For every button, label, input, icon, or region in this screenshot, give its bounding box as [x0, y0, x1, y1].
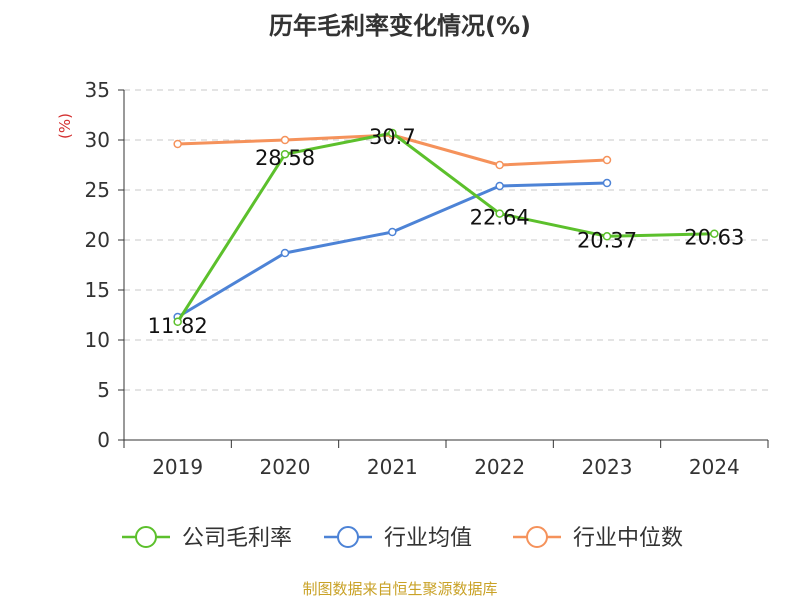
- series-line: [176, 181, 608, 319]
- data-point: [388, 128, 397, 138]
- data-label: 22.64: [470, 206, 530, 230]
- y-tick-label: 35: [85, 78, 110, 102]
- legend-label: 公司毛利率: [182, 526, 292, 551]
- legend-marker: [135, 526, 157, 548]
- data-point: [602, 155, 612, 165]
- data-point: [280, 135, 290, 145]
- x-tick-label: 2021: [367, 455, 418, 479]
- series-line: [176, 131, 715, 323]
- chart-title: 历年毛利率变化情况(%): [269, 12, 531, 40]
- x-tick-label: 2019: [152, 455, 203, 479]
- data-point: [495, 181, 504, 191]
- legend-marker: [526, 526, 548, 548]
- data-point: [710, 229, 719, 238]
- y-tick-label: 0: [97, 428, 110, 452]
- data-point: [602, 178, 612, 188]
- data-point: [388, 227, 397, 237]
- y-tick-label: 5: [97, 378, 110, 402]
- y-tick-label: 20: [85, 228, 110, 252]
- data-point: [495, 209, 504, 218]
- y-tick-label: 15: [85, 278, 110, 302]
- data-point: [602, 232, 612, 241]
- data-point: [280, 149, 290, 159]
- data-point: [280, 248, 290, 258]
- data-label: 30.7: [369, 125, 416, 149]
- data-point: [173, 317, 182, 327]
- x-tick-label: 2022: [474, 455, 525, 479]
- data-label: 28.58: [255, 146, 315, 170]
- x-tick-label: 2024: [689, 455, 740, 479]
- y-axis-label: (%): [56, 113, 74, 139]
- x-tick-label: 2020: [260, 455, 311, 479]
- data-point: [173, 139, 182, 149]
- source-note: 制图数据来自恒生聚源数据库: [302, 580, 498, 598]
- legend-label: 行业中位数: [573, 526, 683, 551]
- x-tick-label: 2023: [582, 455, 633, 479]
- data-label: 20.37: [577, 228, 637, 252]
- y-tick-label: 30: [85, 128, 110, 152]
- data-point: [495, 160, 504, 170]
- legend-label: 行业均值: [384, 526, 472, 551]
- legend-marker: [337, 526, 359, 548]
- data-label: 20.63: [684, 226, 744, 250]
- y-tick-label: 10: [85, 328, 110, 352]
- y-tick-label: 25: [85, 178, 110, 202]
- data-label: 11.82: [148, 314, 208, 338]
